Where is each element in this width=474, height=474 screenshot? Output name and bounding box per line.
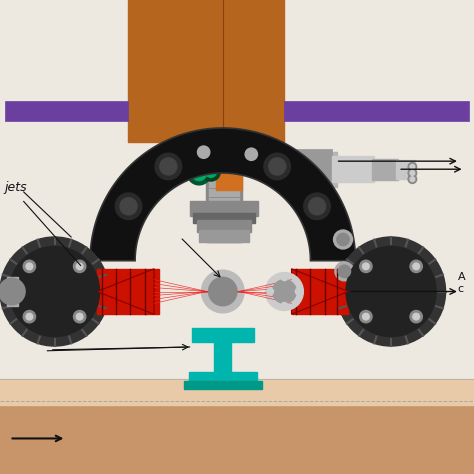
Circle shape [198, 146, 210, 158]
Circle shape [309, 198, 326, 215]
Polygon shape [90, 128, 356, 261]
Circle shape [273, 280, 296, 303]
Circle shape [191, 165, 207, 181]
Circle shape [76, 313, 83, 320]
Circle shape [269, 158, 286, 175]
Circle shape [9, 246, 100, 337]
Circle shape [26, 263, 33, 270]
Bar [190, 201, 258, 216]
Circle shape [160, 158, 177, 175]
Circle shape [187, 161, 211, 185]
Bar [97, 269, 159, 314]
Circle shape [23, 260, 36, 273]
Circle shape [76, 263, 83, 270]
Circle shape [281, 274, 288, 281]
Bar [209, 135, 239, 242]
Circle shape [26, 313, 33, 320]
Bar [396, 160, 415, 179]
Circle shape [73, 260, 86, 273]
Circle shape [281, 302, 288, 309]
Bar [216, 159, 242, 190]
Bar [128, 0, 284, 142]
Bar [192, 328, 254, 342]
Text: jets: jets [5, 181, 27, 194]
Circle shape [408, 175, 417, 183]
Circle shape [410, 260, 422, 273]
Bar [372, 159, 398, 180]
Bar [193, 213, 255, 223]
Bar [197, 152, 251, 164]
Bar [292, 269, 348, 314]
Circle shape [0, 278, 25, 305]
Bar [7, 277, 18, 306]
Bar [192, 140, 256, 156]
Circle shape [267, 288, 273, 295]
Polygon shape [97, 269, 154, 314]
Circle shape [413, 263, 419, 270]
Circle shape [155, 153, 182, 180]
Circle shape [337, 233, 349, 246]
Bar [5, 101, 128, 121]
Circle shape [410, 164, 415, 169]
Bar [184, 381, 262, 389]
Circle shape [0, 237, 109, 346]
Circle shape [413, 313, 419, 320]
Circle shape [265, 273, 303, 310]
Circle shape [295, 288, 302, 295]
Polygon shape [292, 269, 348, 314]
Circle shape [360, 310, 372, 323]
Circle shape [264, 153, 291, 180]
Circle shape [408, 163, 417, 171]
Bar [284, 101, 469, 121]
Bar [206, 135, 242, 242]
Text: A: A [457, 272, 465, 283]
Circle shape [205, 166, 217, 177]
Circle shape [334, 230, 353, 249]
Bar [0, 379, 474, 405]
Bar [214, 339, 231, 374]
Bar [197, 220, 251, 232]
Circle shape [360, 260, 372, 273]
Circle shape [410, 310, 422, 323]
Circle shape [201, 270, 244, 313]
Circle shape [338, 265, 351, 277]
Bar [280, 149, 332, 190]
Circle shape [245, 148, 257, 160]
Circle shape [346, 246, 436, 337]
Circle shape [337, 237, 446, 346]
Circle shape [408, 169, 417, 177]
Circle shape [410, 171, 415, 175]
Circle shape [201, 162, 220, 181]
Bar [332, 156, 374, 182]
Circle shape [73, 310, 86, 323]
Circle shape [363, 263, 369, 270]
Circle shape [23, 310, 36, 323]
Bar [199, 230, 249, 242]
Bar [0, 401, 474, 474]
Bar [275, 152, 337, 187]
Text: c: c [457, 284, 464, 294]
Circle shape [410, 177, 415, 182]
Circle shape [209, 277, 237, 306]
Circle shape [304, 193, 330, 219]
Bar [189, 372, 257, 383]
Circle shape [120, 198, 137, 215]
Circle shape [363, 313, 369, 320]
Circle shape [115, 193, 142, 219]
Circle shape [335, 262, 354, 281]
